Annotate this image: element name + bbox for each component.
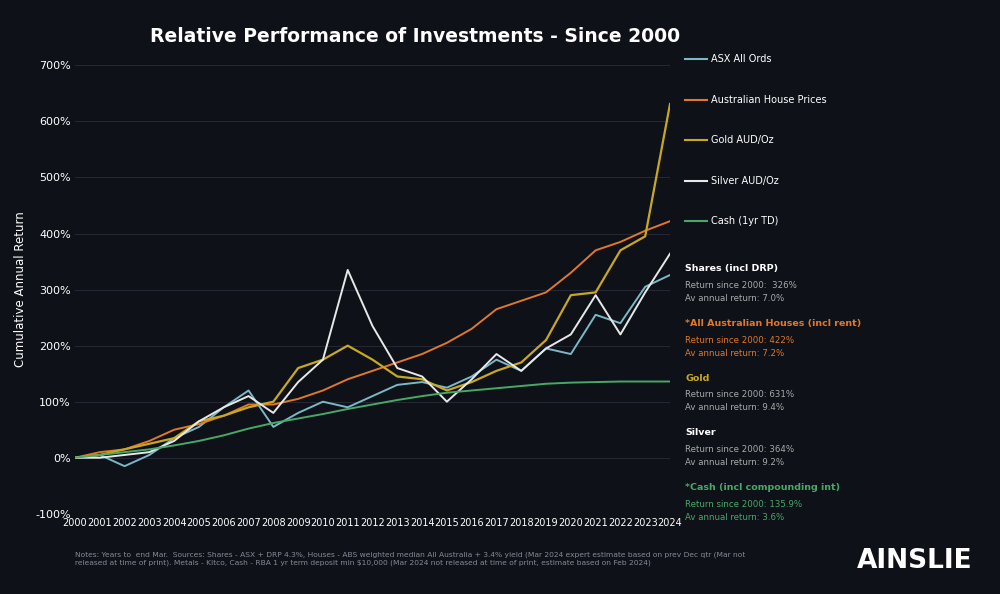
Text: Gold AUD/Oz: Gold AUD/Oz [711,135,774,145]
Text: Notes: Years to  end Mar.  Sources: Shares - ASX + DRP 4.3%, Houses - ABS weight: Notes: Years to end Mar. Sources: Shares… [75,551,745,566]
Text: Shares (incl DRP): Shares (incl DRP) [685,264,778,273]
Text: Return since 2000: 631%: Return since 2000: 631% [685,390,794,399]
Text: Relative Performance of Investments - Since 2000: Relative Performance of Investments - Si… [150,27,680,46]
Text: Return since 2000:  326%: Return since 2000: 326% [685,281,797,290]
Text: Return since 2000: 135.9%: Return since 2000: 135.9% [685,500,802,508]
Text: Av annual return: 7.0%: Av annual return: 7.0% [685,294,784,303]
Text: Av annual return: 9.4%: Av annual return: 9.4% [685,403,784,412]
Text: Return since 2000: 364%: Return since 2000: 364% [685,445,794,454]
Text: Av annual return: 9.2%: Av annual return: 9.2% [685,458,784,467]
Text: Silver: Silver [685,428,716,437]
Text: Silver AUD/Oz: Silver AUD/Oz [711,176,779,185]
Text: Return since 2000: 422%: Return since 2000: 422% [685,336,794,345]
Text: ASX All Ords: ASX All Ords [711,55,772,64]
Text: AINSLIE: AINSLIE [857,548,973,574]
Y-axis label: Cumulative Annual Return: Cumulative Annual Return [14,211,27,368]
Text: Av annual return: 3.6%: Av annual return: 3.6% [685,513,784,522]
Text: Gold: Gold [685,374,709,383]
Text: Av annual return: 7.2%: Av annual return: 7.2% [685,349,784,358]
Text: *Cash (incl compounding int): *Cash (incl compounding int) [685,483,840,492]
Text: *All Australian Houses (incl rent): *All Australian Houses (incl rent) [685,319,861,328]
Text: Cash (1yr TD): Cash (1yr TD) [711,216,778,226]
Text: Australian House Prices: Australian House Prices [711,95,827,105]
